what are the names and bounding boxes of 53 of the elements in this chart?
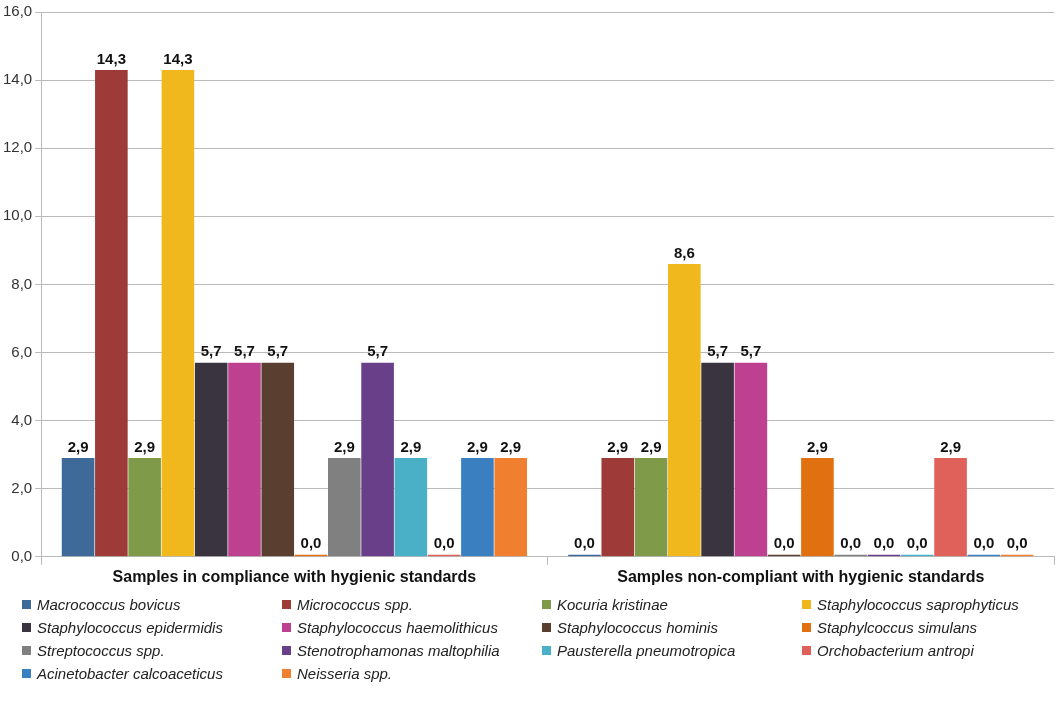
legend-label: Neisseria spp. — [297, 665, 393, 682]
data-label: 2,9 — [134, 437, 156, 455]
data-label: 2,9 — [807, 437, 828, 455]
data-label: 8,6 — [673, 243, 695, 261]
data-label: 5,7 — [367, 342, 389, 360]
data-label: 0,0 — [574, 534, 595, 552]
data-label: 0,0 — [906, 534, 928, 552]
data-label: 5,7 — [267, 342, 289, 360]
data-label: 0,0 — [300, 534, 322, 552]
data-label: 2,9 — [466, 437, 488, 455]
legend-label: Macrococcus bovicus — [37, 596, 181, 613]
y-tick-label: 10,0 — [2, 206, 33, 224]
data-label: 14,3 — [163, 49, 193, 67]
data-label: 0,0 — [773, 534, 795, 552]
legend-label: Kocuria kristinae — [557, 596, 668, 613]
data-label: 2,9 — [640, 437, 662, 455]
y-tick-label: 16,0 — [2, 2, 33, 20]
data-label: 5,7 — [740, 342, 762, 360]
legend-label: Staphylococcus saprophyticus — [817, 596, 1019, 613]
x-tick-label: Samples non-compliant with hygienic standards — [617, 567, 985, 585]
data-label: 5,7 — [234, 342, 255, 360]
data-label: 0,0 — [840, 534, 862, 552]
legend-label: Staphylococcus hominis — [557, 619, 718, 636]
legend-label: Streptococcus spp. — [37, 642, 165, 659]
legend-label: Orchobacterium antropi — [817, 642, 974, 659]
data-label: 0,0 — [433, 534, 455, 552]
legend-label: Acinetobacter calcoaceticus — [37, 665, 223, 682]
data-label: 14,3 — [96, 49, 126, 67]
legend-label: Stenotrophamonas maltophilia — [297, 642, 500, 659]
y-tick-label: 6,0 — [11, 342, 33, 360]
y-tick-label: 0,0 — [11, 546, 33, 564]
data-label: 0,0 — [873, 534, 895, 552]
data-label: 0,0 — [1006, 534, 1028, 552]
data-label: 5,7 — [200, 342, 222, 360]
y-tick-label: 4,0 — [11, 410, 33, 428]
legend-label: Staphylcoccus simulans — [817, 619, 978, 636]
data-label: 2,9 — [333, 437, 355, 455]
legend-label: Staphylococcus haemolithicus — [297, 619, 498, 636]
data-label: 2,9 — [500, 437, 522, 455]
legend-label: Micrococcus spp. — [297, 596, 413, 613]
legend-label: Staphylococcus epidermidis — [37, 619, 223, 636]
y-tick-label: 8,0 — [11, 274, 33, 292]
data-label: 2,9 — [400, 437, 422, 455]
data-label: 2,9 — [67, 437, 89, 455]
y-tick-label: 14,0 — [2, 70, 33, 88]
x-tick-label: Samples in compliance with hygienic standards — [112, 567, 477, 585]
legend-label: Pausterella pneumotropica — [557, 642, 736, 659]
y-tick-label: 2,0 — [11, 478, 33, 496]
y-tick-label: 12,0 — [2, 138, 33, 156]
data-label: 2,9 — [940, 437, 961, 455]
data-label: 2,9 — [607, 437, 629, 455]
data-label: 0,0 — [973, 534, 995, 552]
data-label: 5,7 — [707, 342, 729, 360]
